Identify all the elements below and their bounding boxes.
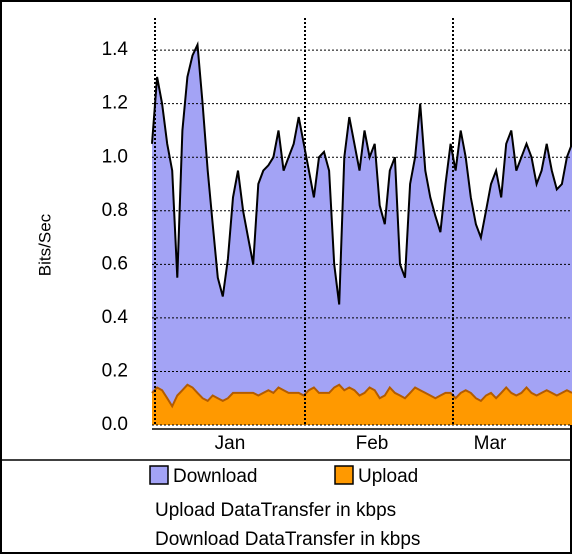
y-tick-label: 1.0 [102,146,128,167]
caption: Download DataTransfer in kbps [155,529,420,550]
legend-swatch [149,465,169,485]
y-tick-label: 1.2 [102,93,128,114]
y-tick-label: 0.2 [102,360,128,381]
y-axis-label: Bits/Sec [35,213,54,276]
y-tick-label: 1.4 [102,39,129,60]
y-tick-label: 0.0 [102,414,128,435]
x-tick-label: Jan [215,433,246,454]
x-tick-label: Mar [474,433,507,454]
x-tick-label: Feb [356,433,389,454]
y-tick-label: 0.6 [102,253,128,274]
line [151,40,572,305]
area [152,44,572,426]
legend-swatch [334,465,354,485]
line [151,383,572,409]
plot: 0.0 0.2 0.4 0.6 0.8 1.0 1.2 1.4 Jan Feb Mar [102,18,572,454]
legend-label: Upload [358,466,418,487]
y-tick-label: 0.4 [102,307,129,328]
y-tick-label: 0.8 [102,200,128,221]
caption: Upload DataTransfer in kbps [155,500,396,521]
legend-label: Download [173,466,258,487]
